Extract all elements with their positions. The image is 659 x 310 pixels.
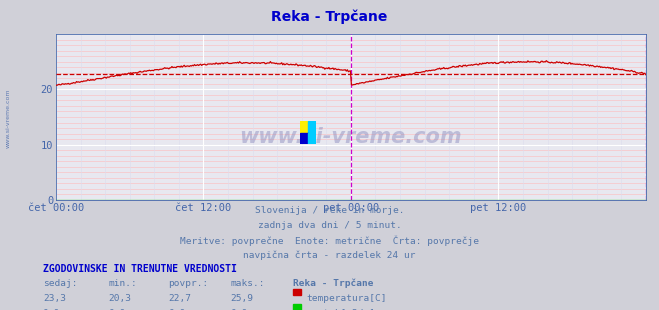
Text: min.:: min.: [109,279,138,288]
Text: 22,7: 22,7 [168,294,191,303]
Text: pretok[m3/s]: pretok[m3/s] [306,309,376,310]
Bar [300,121,308,132]
Text: 25,9: 25,9 [231,294,254,303]
Text: www.si-vreme.com: www.si-vreme.com [240,127,462,147]
Text: Slovenija / reke in morje.: Slovenija / reke in morje. [255,206,404,215]
Text: maks.:: maks.: [231,279,265,288]
Bar [308,121,316,132]
Text: sedaj:: sedaj: [43,279,77,288]
Text: Meritve: povprečne  Enote: metrične  Črta: povprečje: Meritve: povprečne Enote: metrične Črta:… [180,236,479,246]
Text: 0,0: 0,0 [109,309,126,310]
Text: Reka - Trpčane: Reka - Trpčane [293,279,374,289]
Text: temperatura[C]: temperatura[C] [306,294,387,303]
Text: 23,3: 23,3 [43,294,66,303]
Text: navpična črta - razdelek 24 ur: navpična črta - razdelek 24 ur [243,251,416,260]
Text: 0,0: 0,0 [43,309,60,310]
Bar [308,132,316,144]
Text: zadnja dva dni / 5 minut.: zadnja dva dni / 5 minut. [258,221,401,230]
Text: Reka - Trpčane: Reka - Trpčane [272,9,387,24]
Text: 0,0: 0,0 [231,309,248,310]
Bar [300,132,308,144]
Text: 20,3: 20,3 [109,294,132,303]
Text: 0,0: 0,0 [168,309,185,310]
Text: povpr.:: povpr.: [168,279,208,288]
Text: ZGODOVINSKE IN TRENUTNE VREDNOSTI: ZGODOVINSKE IN TRENUTNE VREDNOSTI [43,264,237,274]
Text: www.si-vreme.com: www.si-vreme.com [5,88,11,148]
